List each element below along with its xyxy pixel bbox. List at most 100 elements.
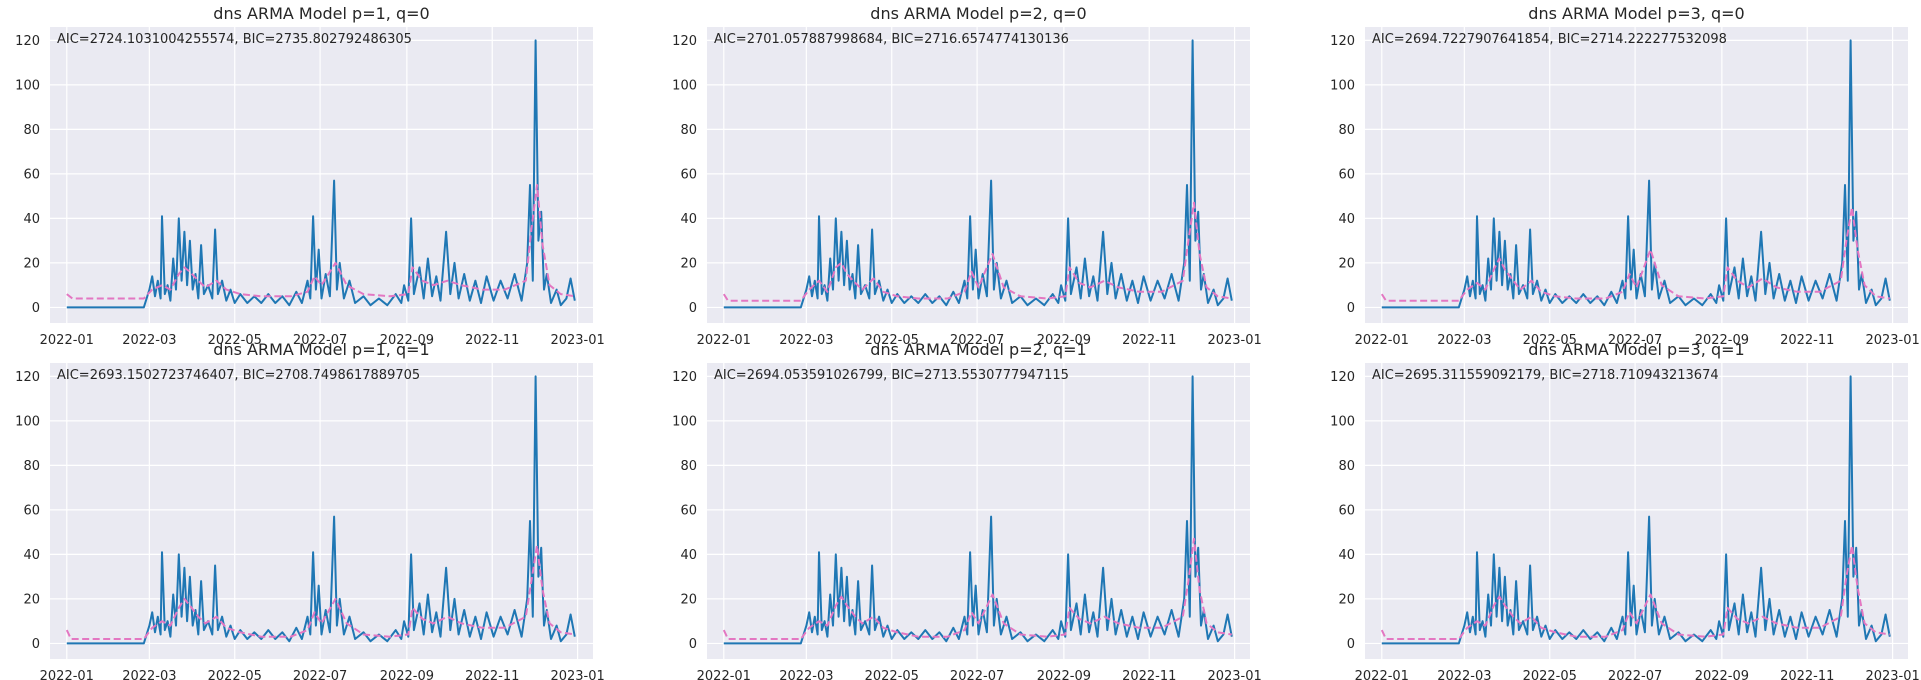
x-tick-label: 2022-07 xyxy=(1608,333,1662,348)
x-tick-label: 2023-01 xyxy=(1865,669,1919,680)
x-tick-label: 2022-05 xyxy=(208,669,262,680)
fitted-series-line xyxy=(1380,544,1890,640)
chart-title: dns ARMA Model p=3, q=0 xyxy=(1528,4,1744,23)
x-tick-label: 2022-07 xyxy=(293,333,347,348)
y-tick-label: 120 xyxy=(1330,34,1355,49)
y-tick-label: 120 xyxy=(15,370,40,385)
y-tick-label: 100 xyxy=(15,78,40,93)
x-tick-label: 2022-09 xyxy=(380,669,434,680)
x-tick-label: 2023-01 xyxy=(1207,333,1261,348)
y-tick-label: 120 xyxy=(15,34,40,49)
y-tick-label: 20 xyxy=(680,592,697,607)
chart-panel-2: 0 20 40 60 80 100 120 2022-01 2022-03 2022-05 2022… xyxy=(672,4,1262,348)
y-tick-label: 40 xyxy=(23,212,40,227)
fitted-series-line xyxy=(1380,206,1890,302)
y-tick-label: 0 xyxy=(1347,637,1355,652)
observed-series-line xyxy=(723,375,1233,645)
y-tick-label: 40 xyxy=(1338,212,1355,227)
plot-area xyxy=(1365,27,1908,323)
fitted-series-line xyxy=(722,201,1232,302)
y-tick-label: 100 xyxy=(1330,414,1355,429)
chart-title: dns ARMA Model p=2, q=0 xyxy=(870,4,1086,23)
x-tick-label: 2022-03 xyxy=(122,669,176,680)
plot-area xyxy=(1365,363,1908,659)
x-tick-label: 2023-01 xyxy=(1865,333,1919,348)
y-tick-label: 80 xyxy=(1338,123,1355,138)
x-tick-label: 2022-09 xyxy=(380,333,434,348)
x-tick-label: 2022-09 xyxy=(1695,333,1749,348)
y-tick-label: 100 xyxy=(15,414,40,429)
x-tick-label: 2022-11 xyxy=(465,669,519,680)
chart-title: dns ARMA Model p=3, q=1 xyxy=(1528,340,1744,359)
x-tick-label: 2022-07 xyxy=(293,669,347,680)
y-tick-label: 80 xyxy=(23,459,40,474)
y-tick-label: 20 xyxy=(1338,592,1355,607)
x-tick-label: 2022-01 xyxy=(1355,669,1409,680)
y-tick-label: 80 xyxy=(1338,459,1355,474)
x-tick-label: 2023-01 xyxy=(550,669,604,680)
fitted-series-line xyxy=(66,184,575,300)
x-tick-label: 2022-01 xyxy=(40,333,94,348)
x-tick-label: 2022-05 xyxy=(865,333,919,348)
x-tick-label: 2022-01 xyxy=(697,669,751,680)
y-tick-label: 40 xyxy=(680,548,697,563)
plot-area xyxy=(707,363,1250,659)
x-tick-label: 2022-11 xyxy=(1122,333,1176,348)
chart-panel-6: 0 20 40 60 80 100 120 2022-01 2022-03 2022-05 2022… xyxy=(1330,340,1920,680)
fitted-series-line xyxy=(722,537,1232,640)
x-tick-label: 2022-11 xyxy=(465,333,519,348)
x-tick-label: 2022-03 xyxy=(779,333,833,348)
x-tick-label: 2022-09 xyxy=(1695,669,1749,680)
aic-bic-annotation: AIC=2693.1502723746407, BIC=2708.7498617… xyxy=(57,368,420,383)
x-tick-label: 2022-03 xyxy=(1437,333,1491,348)
x-tick-label: 2023-01 xyxy=(550,333,604,348)
observed-series-line xyxy=(1381,375,1891,645)
x-tick-label: 2022-03 xyxy=(122,333,176,348)
y-tick-label: 20 xyxy=(23,256,40,271)
x-tick-label: 2022-05 xyxy=(1523,669,1577,680)
y-tick-label: 60 xyxy=(1338,503,1355,518)
x-tick-label: 2022-01 xyxy=(40,669,94,680)
chart-title: dns ARMA Model p=2, q=1 xyxy=(870,340,1086,359)
x-tick-label: 2022-07 xyxy=(950,333,1004,348)
x-tick-label: 2022-05 xyxy=(1523,333,1577,348)
aic-bic-annotation: AIC=2724.1031004255574, BIC=2735.8027924… xyxy=(57,32,412,47)
y-tick-label: 0 xyxy=(689,637,697,652)
chart-title: dns ARMA Model p=1, q=0 xyxy=(213,4,429,23)
chart-panel-3: 0 20 40 60 80 100 120 2022-01 2022-03 2022-05 2022… xyxy=(1330,4,1920,348)
chart-panel-5: 0 20 40 60 80 100 120 2022-01 2022-03 2022-05 2022… xyxy=(672,340,1262,680)
plot-area xyxy=(707,27,1250,323)
fitted-series-line xyxy=(65,544,575,640)
x-tick-label: 2022-11 xyxy=(1780,333,1834,348)
x-tick-label: 2022-07 xyxy=(950,669,1004,680)
x-tick-label: 2022-01 xyxy=(697,333,751,348)
y-tick-label: 20 xyxy=(1338,256,1355,271)
aic-bic-annotation: AIC=2701.057887998684, BIC=2716.65747741… xyxy=(714,32,1069,47)
y-tick-label: 80 xyxy=(680,123,697,138)
y-tick-label: 40 xyxy=(23,548,40,563)
y-tick-label: 0 xyxy=(1347,301,1355,316)
chart-panel-4: 0 20 40 60 80 100 120 2022-01 2022-03 2022-05 2022… xyxy=(15,340,605,680)
y-tick-label: 120 xyxy=(1330,370,1355,385)
x-tick-label: 2022-09 xyxy=(1037,333,1091,348)
x-tick-label: 2022-03 xyxy=(1437,669,1491,680)
x-tick-label: 2022-07 xyxy=(1608,669,1662,680)
y-tick-label: 80 xyxy=(23,123,40,138)
aic-bic-annotation: AIC=2694.053591026799, BIC=2713.55307779… xyxy=(714,368,1069,383)
y-tick-label: 20 xyxy=(680,256,697,271)
x-tick-label: 2022-01 xyxy=(1355,333,1409,348)
x-tick-label: 2022-05 xyxy=(208,333,262,348)
y-tick-label: 60 xyxy=(23,503,40,518)
y-tick-label: 40 xyxy=(1338,548,1355,563)
y-tick-label: 120 xyxy=(672,34,697,49)
chart-panel-1: 0 20 40 60 80 100 120 2022-01 2022-03 2022-05 2022… xyxy=(15,4,605,348)
x-tick-label: 2022-11 xyxy=(1122,669,1176,680)
y-tick-label: 60 xyxy=(1338,167,1355,182)
aic-bic-annotation: AIC=2694.7227907641854, BIC=2714.2222775… xyxy=(1372,32,1727,47)
plot-area xyxy=(50,363,593,659)
y-tick-label: 0 xyxy=(32,637,40,652)
y-tick-label: 120 xyxy=(672,370,697,385)
y-tick-label: 100 xyxy=(672,414,697,429)
y-tick-label: 60 xyxy=(680,503,697,518)
